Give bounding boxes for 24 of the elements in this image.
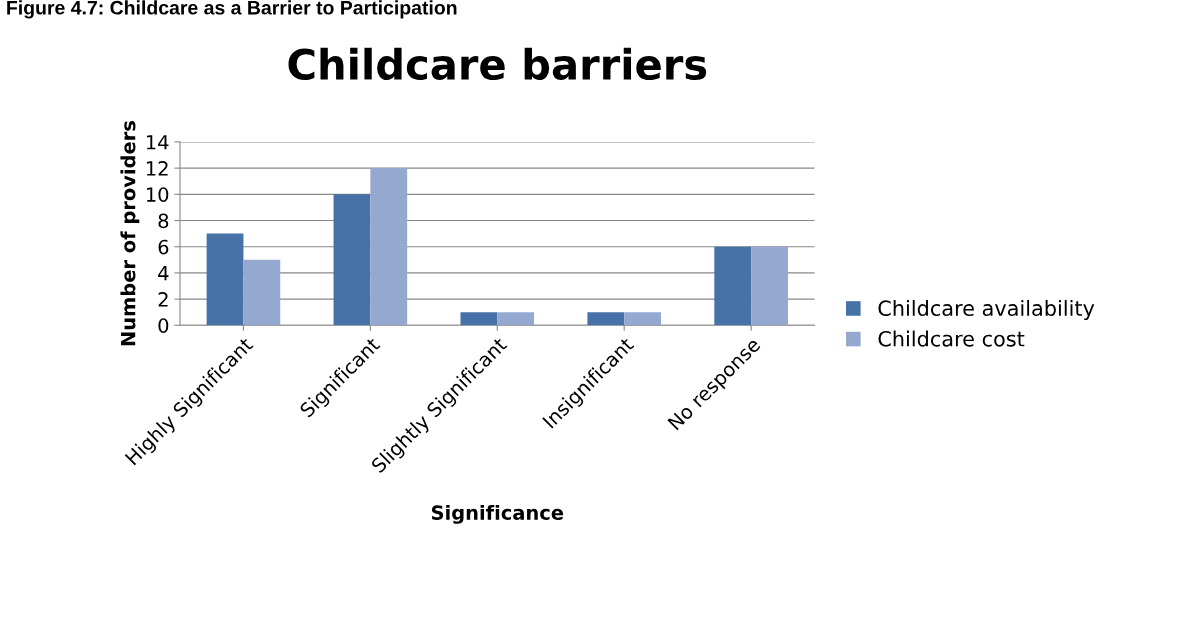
caption: Figure 4.7: Childcare as a Barrier to Participation <box>7 0 457 19</box>
y-tick-label: 2 <box>158 292 168 307</box>
bar <box>714 246 752 326</box>
y-tick-label: 6 <box>158 239 169 255</box>
bar <box>497 312 535 326</box>
bar <box>370 168 408 326</box>
bar <box>624 312 662 326</box>
y-tick-label: 8 <box>158 213 169 229</box>
y-tick-label: 14 <box>146 135 169 150</box>
bar <box>243 259 281 326</box>
y-tick-label: 0 <box>158 318 169 333</box>
bar <box>587 312 625 326</box>
x-axis-title: Significance <box>431 504 564 524</box>
y-tick-label: 4 <box>158 266 169 281</box>
y-axis-title: Number of providers <box>120 121 140 346</box>
legend-label: Childcare cost <box>878 330 1025 347</box>
bar <box>460 312 498 326</box>
y-tick-label: 12 <box>146 161 168 176</box>
legend-label: Childcare availability <box>878 299 1095 321</box>
bar <box>751 246 788 326</box>
bar <box>333 194 371 326</box>
chart-title: Childcare barriers <box>288 47 707 81</box>
bar <box>206 233 244 326</box>
y-tick-label: 10 <box>146 187 169 202</box>
